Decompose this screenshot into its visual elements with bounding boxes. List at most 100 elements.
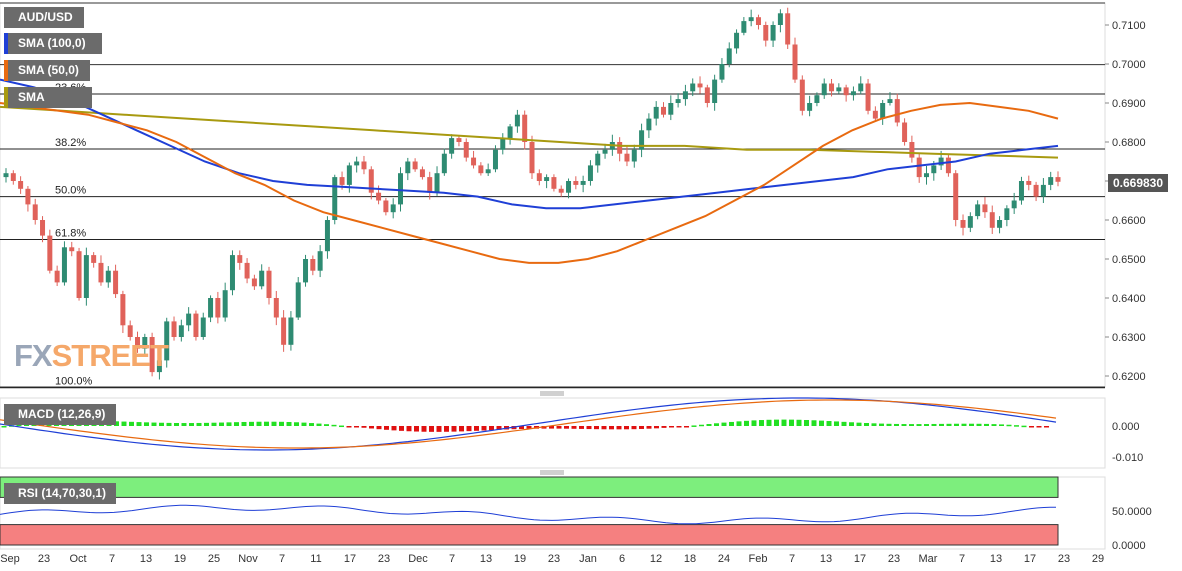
macd-histogram-bar xyxy=(931,423,937,426)
x-axis-label: Feb xyxy=(749,553,768,565)
instrument-tag[interactable]: AUD/USD xyxy=(4,7,84,28)
macd-histogram-bar xyxy=(226,422,232,426)
candle-body xyxy=(902,122,908,142)
candle-body xyxy=(295,282,301,318)
candle-body xyxy=(726,48,732,64)
macd-histogram-bar xyxy=(339,425,344,428)
rsi-tick-label: 0.0000 xyxy=(1112,540,1146,552)
candle-body xyxy=(273,298,279,318)
candle-body xyxy=(449,138,455,154)
macd-histogram-bar xyxy=(1021,425,1027,428)
pane-resize-handle-rsi[interactable] xyxy=(540,470,564,475)
x-axis-label: 24 xyxy=(718,553,730,565)
candle-body xyxy=(478,165,484,174)
x-axis-label: 6 xyxy=(619,553,625,565)
candle-body xyxy=(850,91,856,96)
macd-histogram-bar xyxy=(954,423,959,426)
candle-body xyxy=(361,161,367,170)
price-pane xyxy=(0,2,1106,388)
macd-histogram-bar xyxy=(849,422,854,426)
candle-body xyxy=(405,161,411,174)
candle-body xyxy=(639,130,645,150)
candle-body xyxy=(25,188,31,205)
macd-histogram-bar xyxy=(901,424,907,426)
sma200-tag[interactable]: SMA (200,0) xyxy=(4,87,92,125)
rsi-overbought-zone xyxy=(0,476,1059,498)
macd-histogram-bar xyxy=(811,420,817,426)
sma50-tag[interactable]: SMA (50,0) xyxy=(4,60,90,81)
candle-body xyxy=(368,169,374,193)
candle-body xyxy=(456,138,462,142)
macd-histogram-bar xyxy=(601,426,607,430)
sma50-line xyxy=(0,101,1059,264)
x-axis-label: 23 xyxy=(378,553,390,565)
candle-body xyxy=(500,138,506,150)
candle-body xyxy=(208,298,214,318)
macd-histogram-bar xyxy=(474,426,479,431)
candle-body xyxy=(251,278,257,287)
candle-body xyxy=(193,313,199,337)
macd-histogram-bar xyxy=(886,423,892,426)
x-axis-label: 17 xyxy=(344,553,356,565)
macd-histogram-bar xyxy=(841,421,847,426)
candle-body xyxy=(135,337,140,349)
macd-histogram-bar xyxy=(219,422,224,426)
macd-histogram-bar xyxy=(976,423,982,426)
sma100-tag[interactable]: SMA (100,0) xyxy=(4,33,102,54)
candle-body xyxy=(419,169,425,178)
candle-body xyxy=(682,91,688,100)
candle-body xyxy=(156,360,162,373)
macd-histogram-bar xyxy=(211,422,217,426)
current-price-badge: 0.669830 xyxy=(1108,174,1168,192)
candle-body xyxy=(967,216,973,228)
macd-histogram-bar xyxy=(549,426,554,429)
macd-histogram-bar xyxy=(571,426,577,429)
macd-histogram-bar xyxy=(676,426,682,428)
macd-histogram-bar xyxy=(766,419,772,426)
candle-body xyxy=(485,169,491,174)
candle-body xyxy=(595,153,601,166)
candle-body xyxy=(310,259,316,271)
macd-histogram-bar xyxy=(526,426,532,429)
candle-body xyxy=(18,181,24,189)
x-axis-label: 7 xyxy=(959,553,965,565)
macd-histogram-bar xyxy=(646,426,652,429)
x-axis-label: 13 xyxy=(140,553,152,565)
candle-body xyxy=(105,270,111,283)
price-tick-label: 0.6800 xyxy=(1112,137,1146,149)
candle-body xyxy=(434,173,440,193)
candle-body xyxy=(975,204,981,217)
candle-body xyxy=(332,177,338,220)
candle-body xyxy=(76,251,82,298)
candle-body xyxy=(741,21,747,33)
price-tick-label: 0.6300 xyxy=(1112,332,1146,344)
macd-histogram-bar xyxy=(1,426,7,428)
rsi-line xyxy=(0,504,1056,525)
macd-histogram-bar xyxy=(826,421,832,426)
rsi-tag[interactable]: RSI (14,70,30,1) xyxy=(4,483,116,504)
candle-body xyxy=(558,188,564,193)
price-tick-label: 0.7100 xyxy=(1112,20,1146,32)
candle-body xyxy=(383,200,389,213)
macd-histogram-bar xyxy=(1006,424,1012,427)
signal-line xyxy=(0,399,1057,449)
macd-histogram-bar xyxy=(151,422,157,426)
macd-histogram-bar xyxy=(586,426,592,430)
x-axis-label: 23 xyxy=(1058,553,1070,565)
pane-resize-handle-macd[interactable] xyxy=(540,391,564,396)
candle-body xyxy=(865,83,871,111)
x-axis-label: 23 xyxy=(38,553,50,565)
candle-body xyxy=(354,161,360,166)
candle-body xyxy=(697,83,703,88)
macd-histogram-bar xyxy=(781,419,787,426)
macd-histogram-bar xyxy=(721,422,727,426)
macd-histogram-bar xyxy=(324,424,329,426)
macd-histogram-bar xyxy=(699,424,704,427)
macd-tag[interactable]: MACD (12,26,9) xyxy=(4,404,116,425)
candle-body xyxy=(953,173,959,220)
fib-label: 61.8% xyxy=(55,228,86,240)
macd-histogram-bar xyxy=(181,423,187,426)
macd-histogram-bar xyxy=(556,426,562,429)
macd-histogram-bar xyxy=(189,423,194,426)
